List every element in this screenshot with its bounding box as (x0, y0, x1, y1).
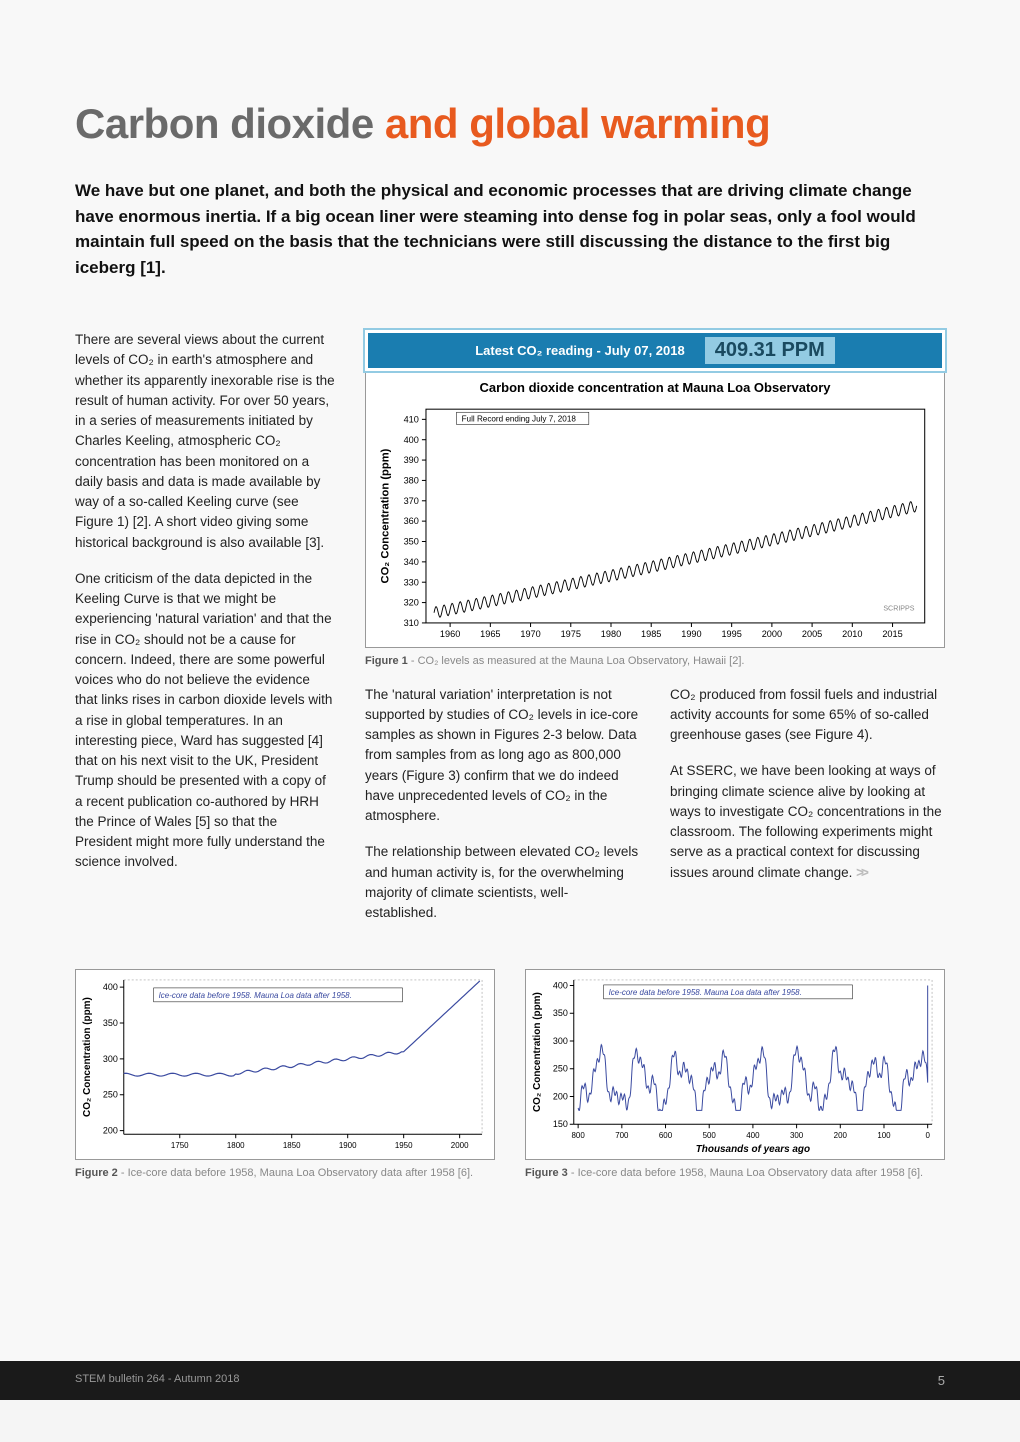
svg-text:700: 700 (615, 1132, 629, 1141)
figure-1-caption: Figure 1 - CO₂ levels as measured at the… (365, 654, 945, 668)
svg-text:300: 300 (790, 1132, 804, 1141)
svg-text:1995: 1995 (721, 629, 741, 639)
svg-text:SCRIPPS: SCRIPPS (883, 605, 914, 613)
svg-text:390: 390 (404, 455, 419, 465)
svg-text:310: 310 (404, 618, 419, 628)
col-para-2: CO₂ produced from fossil fuels and indus… (670, 685, 945, 746)
page-title: Carbon dioxide and global warming (75, 100, 945, 148)
svg-text:Ice-core data before 1958. Mau: Ice-core data before 1958. Mauna Loa dat… (159, 991, 352, 1000)
title-lead: Carbon dioxide (75, 100, 374, 147)
svg-text:380: 380 (404, 475, 419, 485)
col-para-2b: At SSERC, we have been looking at ways o… (670, 761, 945, 883)
title-rest: and global warming (374, 100, 771, 147)
svg-text:400: 400 (404, 435, 419, 445)
reading-label: Latest CO₂ reading - July 07, 2018 (475, 343, 685, 358)
svg-text:250: 250 (103, 1090, 118, 1100)
svg-text:360: 360 (404, 516, 419, 526)
svg-text:1965: 1965 (480, 629, 500, 639)
svg-text:100: 100 (877, 1132, 891, 1141)
svg-text:330: 330 (404, 577, 419, 587)
svg-text:500: 500 (703, 1132, 717, 1141)
svg-text:2010: 2010 (842, 629, 862, 639)
latest-reading-bar: Latest CO₂ reading - July 07, 2018 409.3… (365, 330, 945, 371)
svg-text:Thousands of years ago: Thousands of years ago (696, 1144, 810, 1155)
svg-text:Full Record ending July 7, 201: Full Record ending July 7, 2018 (462, 414, 577, 423)
svg-text:2005: 2005 (802, 629, 822, 639)
svg-text:600: 600 (659, 1132, 673, 1141)
reading-value: 409.31 PPM (705, 337, 835, 364)
svg-text:1975: 1975 (561, 629, 581, 639)
svg-text:1960: 1960 (440, 629, 460, 639)
svg-text:200: 200 (103, 1126, 118, 1136)
svg-text:1750: 1750 (171, 1141, 189, 1150)
intro-paragraph: We have but one planet, and both the phy… (75, 178, 945, 280)
svg-text:350: 350 (553, 1009, 568, 1019)
svg-text:150: 150 (553, 1120, 568, 1130)
body-para-2: One criticism of the data depicted in th… (75, 569, 335, 873)
svg-text:Ice-core data before 1958. Mau: Ice-core data before 1958. Mauna Loa dat… (609, 988, 802, 997)
svg-text:1970: 1970 (520, 629, 540, 639)
svg-text:200: 200 (834, 1132, 848, 1141)
svg-text:1850: 1850 (283, 1141, 301, 1150)
svg-text:400: 400 (746, 1132, 760, 1141)
svg-text:1800: 1800 (227, 1141, 245, 1150)
svg-text:CO₂ Concentration (ppm): CO₂ Concentration (ppm) (82, 998, 93, 1118)
page-footer: STEM bulletin 264 - Autumn 2018 5 (0, 1361, 1020, 1400)
svg-text:CO₂ Concentration (ppm): CO₂ Concentration (ppm) (379, 448, 391, 583)
svg-text:250: 250 (553, 1064, 568, 1074)
svg-text:0: 0 (925, 1132, 930, 1141)
svg-text:320: 320 (404, 598, 419, 608)
figure-1-title: Carbon dioxide concentration at Mauna Lo… (370, 376, 940, 399)
svg-text:300: 300 (553, 1036, 568, 1046)
col-para-1b: The relationship between elevated CO₂ le… (365, 842, 640, 923)
svg-text:400: 400 (553, 981, 568, 991)
figure-3-caption: Figure 3 - Ice-core data before 1958, Ma… (525, 1166, 945, 1180)
svg-text:300: 300 (103, 1054, 118, 1064)
svg-text:800: 800 (571, 1132, 585, 1141)
svg-text:1980: 1980 (601, 629, 621, 639)
svg-text:340: 340 (404, 557, 419, 567)
svg-text:CO₂ Concentration (ppm): CO₂ Concentration (ppm) (532, 993, 543, 1113)
svg-text:1950: 1950 (395, 1141, 413, 1150)
footer-text: STEM bulletin 264 - Autumn 2018 (75, 1373, 239, 1388)
page-number: 5 (938, 1373, 945, 1388)
svg-text:2000: 2000 (451, 1141, 469, 1150)
figure-2-chart: 200 250 300 350 400 1750 1800 1850 1900 1950 2000 C… (75, 969, 495, 1160)
col-para-1: The 'natural variation' interpretation i… (365, 685, 640, 827)
svg-text:400: 400 (103, 982, 118, 992)
svg-text:350: 350 (103, 1018, 118, 1028)
svg-text:1990: 1990 (681, 629, 701, 639)
figure-2-caption: Figure 2 - Ice-core data before 1958, Ma… (75, 1166, 495, 1180)
continue-chevron-icon: >> (856, 865, 866, 880)
svg-text:1985: 1985 (641, 629, 661, 639)
svg-text:2000: 2000 (762, 629, 782, 639)
keeling-curve-chart: 310 320 330 340 350 360 370 380 390 400 410 1960 196… (370, 399, 940, 643)
figure-3-chart: 150 200 250 300 350 400 800 700 600 500 400 300 200 1… (525, 969, 945, 1160)
svg-text:410: 410 (404, 414, 419, 424)
svg-text:1900: 1900 (339, 1141, 357, 1150)
body-para-1: There are several views about the curren… (75, 330, 335, 553)
svg-text:200: 200 (553, 1092, 568, 1102)
svg-text:350: 350 (404, 537, 419, 547)
svg-text:370: 370 (404, 496, 419, 506)
svg-text:2015: 2015 (882, 629, 902, 639)
figure-1: Carbon dioxide concentration at Mauna Lo… (365, 371, 945, 648)
